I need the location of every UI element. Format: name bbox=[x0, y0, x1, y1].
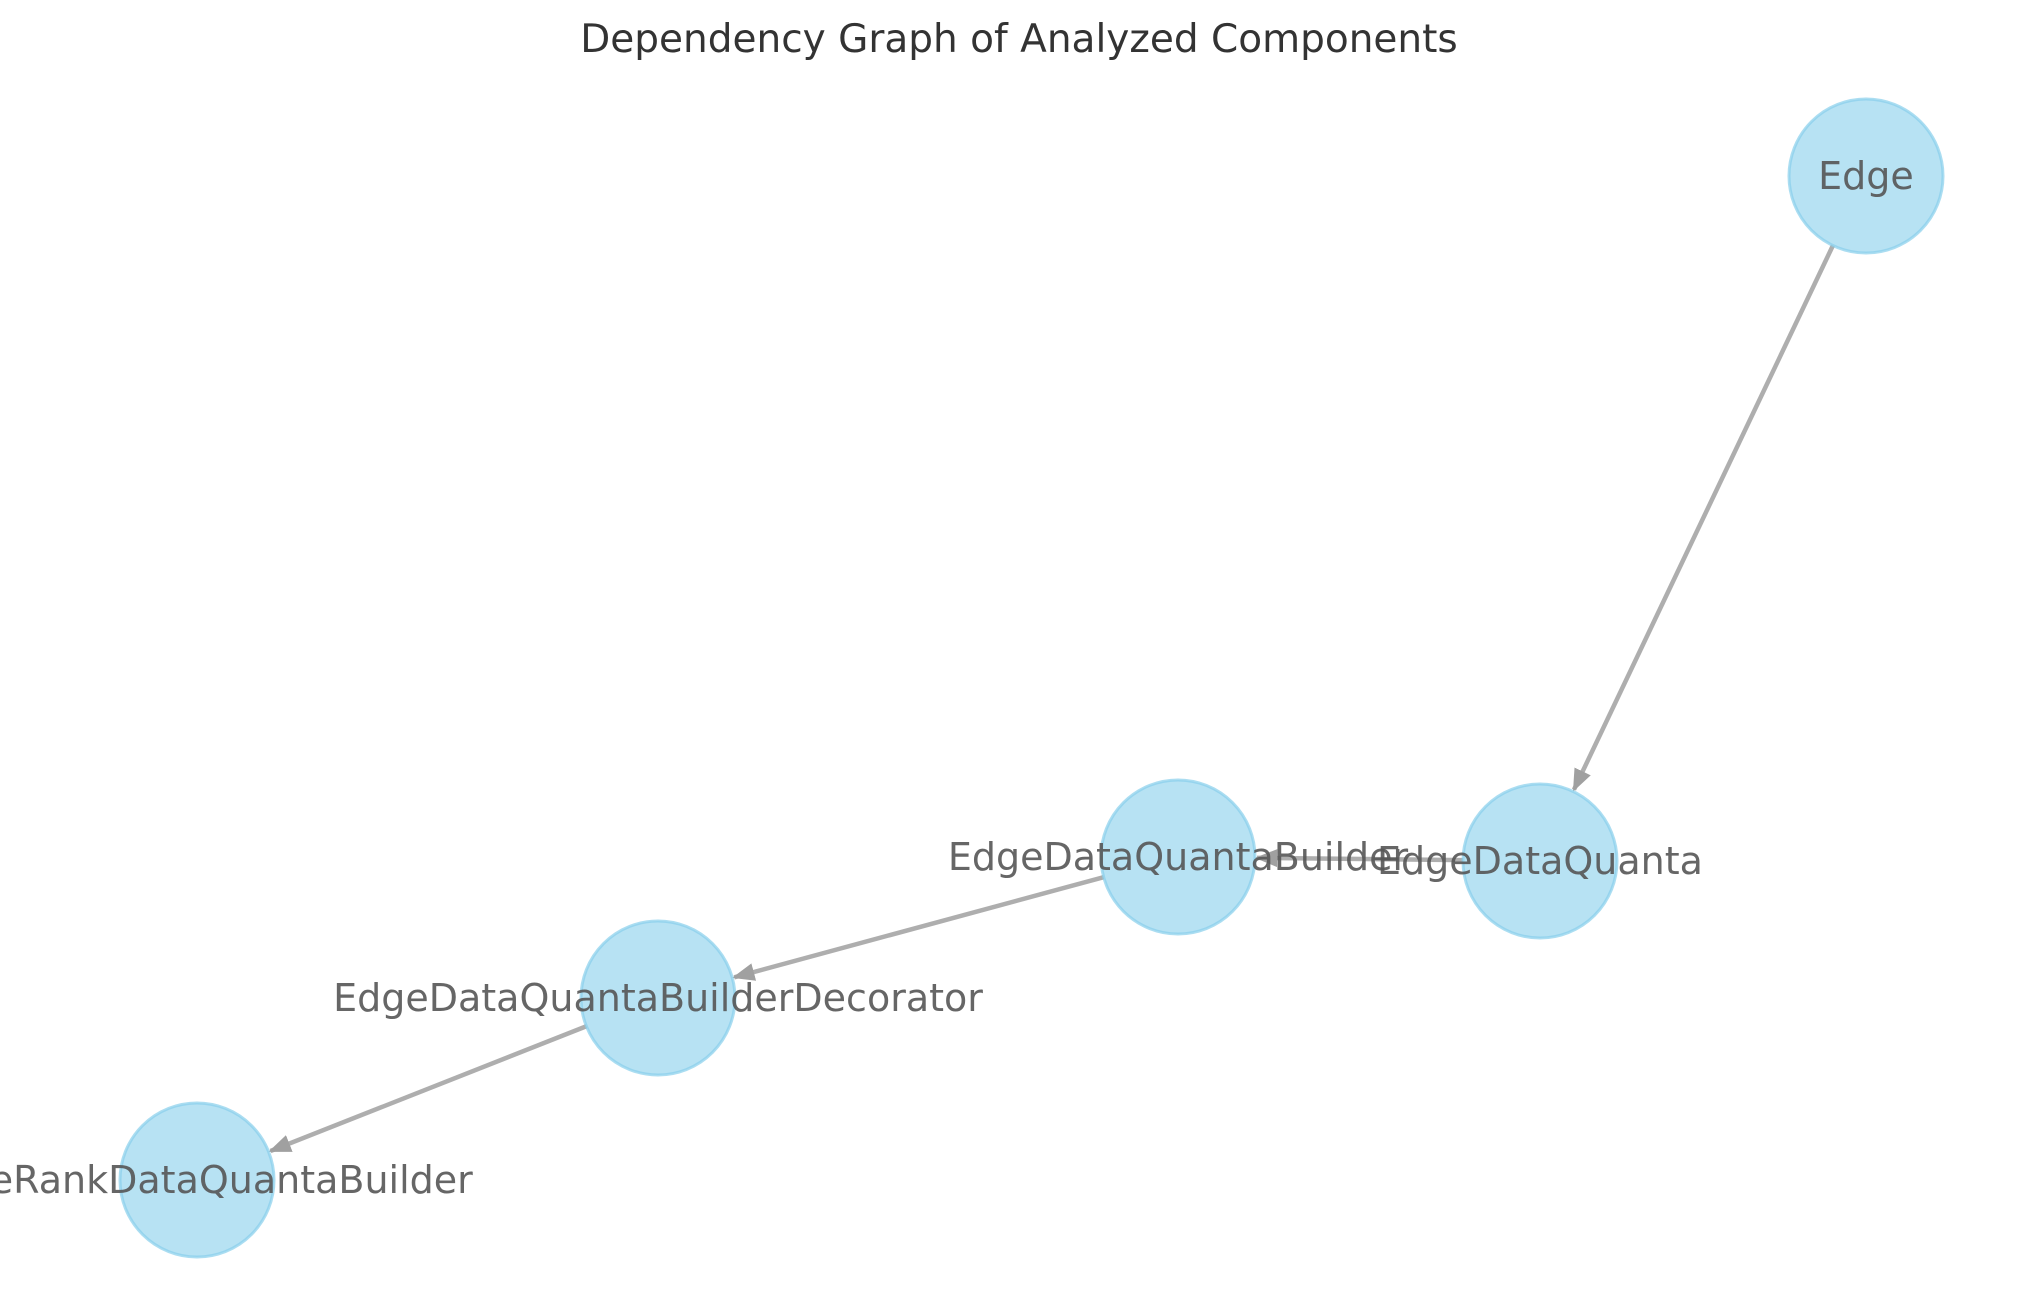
node-edge bbox=[1787, 97, 1945, 255]
node-edge-data-quanta-builder-decorator bbox=[579, 919, 737, 1077]
node-label-edge-data-quanta-builder: EdgeDataQuantaBuilder bbox=[948, 835, 1409, 879]
node-label-edge-data-quanta-builder-decorator: EdgeDataQuantaBuilderDecorator bbox=[333, 976, 983, 1020]
edge-edge-data-quanta-builder-to-edge-data-quanta-builder-decorator bbox=[732, 874, 1105, 981]
diagram-title: Dependency Graph of Analyzed Components bbox=[580, 17, 1457, 62]
node-edge-data-quanta bbox=[1461, 782, 1619, 940]
edge-edge-data-quanta-to-edge-data-quanta-builder bbox=[1254, 849, 1464, 868]
node-label-edge: Edge bbox=[1818, 154, 1914, 198]
nodes-layer bbox=[118, 97, 1945, 1259]
node-edge-data-quanta-builder bbox=[1099, 778, 1257, 936]
edge-edge-data-quanta-builder-decorator-to-page-rank-data-quanta-builder bbox=[268, 1024, 588, 1154]
node-label-page-rank-data-quanta-builder: PageRankDataQuantaBuilder bbox=[0, 1158, 473, 1202]
edge-edge-to-edge-data-quanta bbox=[1571, 244, 1835, 792]
node-label-edge-data-quanta: EdgeDataQuanta bbox=[1377, 839, 1703, 883]
edges-layer bbox=[268, 244, 1835, 1154]
node-page-rank-data-quanta-builder bbox=[118, 1101, 276, 1259]
